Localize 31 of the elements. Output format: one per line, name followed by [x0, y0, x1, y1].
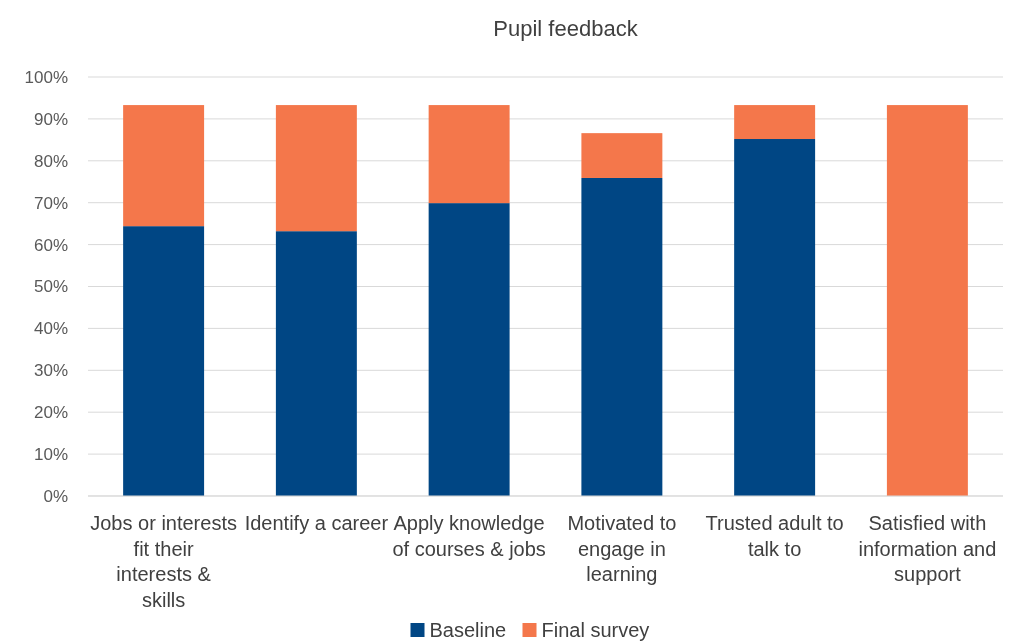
x-tick-label: Motivated to engage in learning	[567, 512, 677, 585]
x-tick-label: Identify a career	[244, 512, 389, 534]
y-tick-label: 40%	[33, 319, 68, 339]
y-tick-label: 100%	[24, 67, 68, 87]
bar	[428, 105, 510, 204]
bar	[581, 133, 663, 178]
y-tick-label: 20%	[33, 403, 68, 423]
y-tick-label: 90%	[33, 109, 68, 129]
x-tick-label: Satisfied with information and support	[858, 512, 997, 585]
bar	[734, 139, 816, 496]
y-tick-label: 70%	[33, 193, 68, 213]
bar	[428, 203, 510, 496]
legend-label: Baseline	[429, 619, 507, 641]
x-tick-label: Trusted adult to talk to	[705, 512, 844, 560]
y-tick-label: 10%	[33, 445, 68, 465]
y-tick-label: 60%	[33, 235, 68, 255]
x-tick-label: Jobs or interests fit their interests & skills	[90, 512, 237, 611]
bar	[734, 105, 816, 140]
legend-label: Final survey	[541, 619, 650, 641]
x-tick-label: Apply knowledge of courses & jobs	[392, 512, 546, 560]
y-tick-label: 0%	[43, 486, 68, 506]
chart-title: Pupil feedback	[493, 16, 639, 41]
bar	[123, 226, 205, 496]
bar	[275, 231, 357, 496]
y-tick-label: 80%	[33, 151, 68, 171]
bar	[123, 105, 205, 227]
y-tick-label: 50%	[33, 277, 68, 297]
bar	[886, 105, 968, 496]
y-tick-label: 30%	[33, 361, 68, 381]
bar	[275, 105, 357, 232]
bar	[581, 177, 663, 496]
